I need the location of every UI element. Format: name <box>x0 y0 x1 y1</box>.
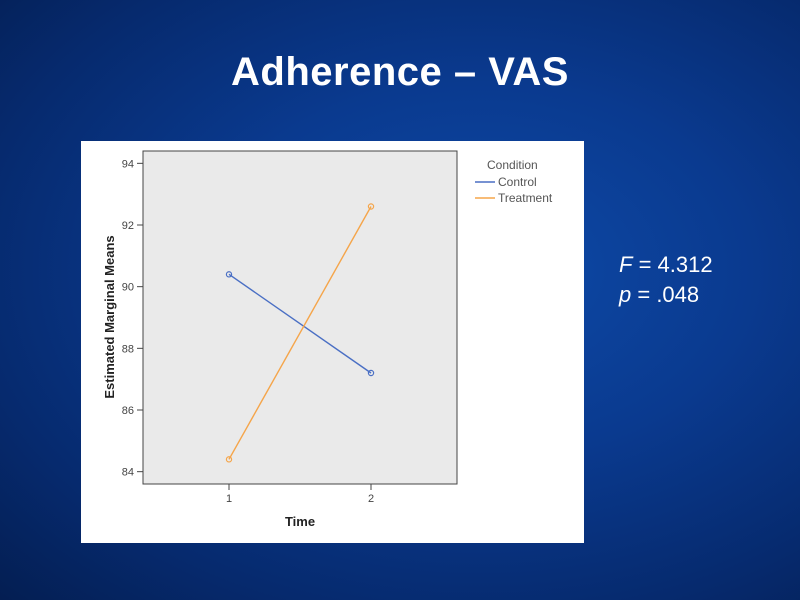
y-axis: 84 86 88 90 92 94 <box>122 158 143 479</box>
data-point-treatment <box>225 456 233 463</box>
x-tick-label: 1 <box>226 493 232 505</box>
y-tick-label: 94 <box>122 158 134 170</box>
legend-title: Condition <box>487 158 538 172</box>
series-line-control <box>228 273 372 374</box>
plot-area <box>142 150 458 485</box>
y-tick-label: 86 <box>122 405 134 417</box>
p-value-line: p = .048 <box>619 280 713 310</box>
series-line-treatment <box>228 206 372 460</box>
statistics-text: F = 4.312 p = .048 <box>619 250 713 310</box>
data-point-control <box>367 369 375 377</box>
p-symbol: p <box>619 282 632 307</box>
legend-label-treatment: Treatment <box>498 191 553 205</box>
f-symbol: F <box>619 252 633 277</box>
y-tick-label: 92 <box>122 220 134 232</box>
series-layer <box>225 203 375 463</box>
y-axis-label: Estimated Marginal Means <box>102 235 117 398</box>
data-point-treatment <box>367 203 375 210</box>
p-value: = .048 <box>631 282 700 307</box>
f-statistic: F = 4.312 <box>619 250 713 280</box>
x-tick-label: 2 <box>368 493 374 505</box>
y-tick-label: 84 <box>122 467 134 479</box>
y-tick-label: 90 <box>122 282 134 294</box>
x-axis-label: Time <box>285 514 315 529</box>
y-tick-label: 88 <box>122 343 134 355</box>
f-value: = 4.312 <box>632 252 713 277</box>
data-point-control <box>225 271 233 278</box>
legend-label-control: Control <box>498 175 537 189</box>
legend: Condition Control Treatment <box>475 158 553 205</box>
slide-title: Adherence – VAS <box>231 50 569 94</box>
